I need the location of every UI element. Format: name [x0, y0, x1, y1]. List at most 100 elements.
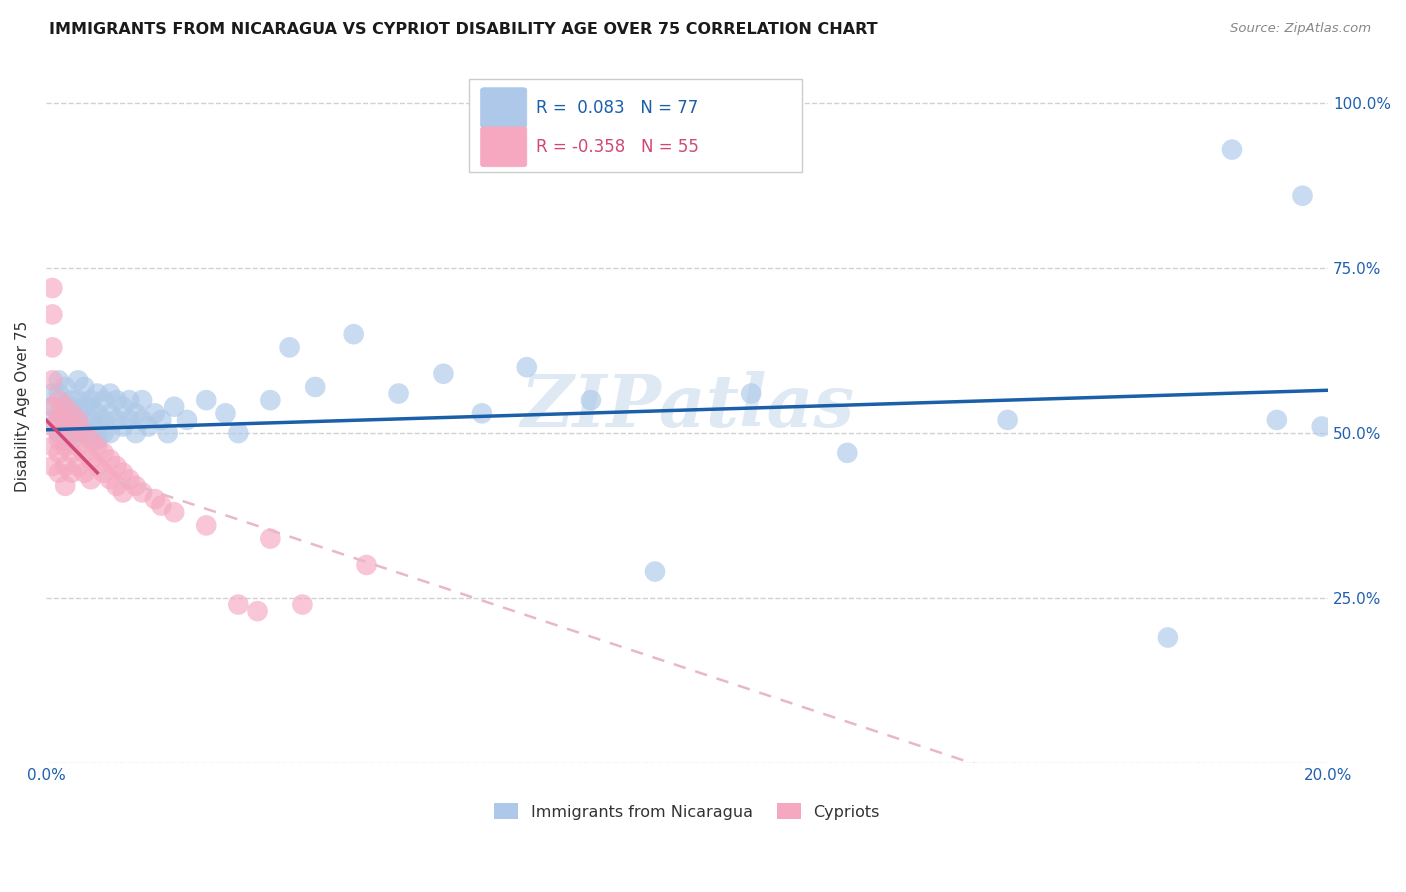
- Point: [163, 505, 186, 519]
- Point: [60, 419, 83, 434]
- Point: [93, 393, 115, 408]
- Point: [837, 446, 859, 460]
- Point: [60, 400, 83, 414]
- Point: [98, 386, 121, 401]
- Point: [53, 479, 76, 493]
- Point: [53, 400, 76, 414]
- Point: [60, 433, 83, 447]
- Point: [118, 413, 141, 427]
- Point: [48, 413, 70, 427]
- Point: [131, 413, 153, 427]
- Y-axis label: Disability Age Over 75: Disability Age Over 75: [15, 321, 30, 492]
- Point: [60, 446, 83, 460]
- Point: [118, 393, 141, 408]
- Point: [53, 439, 76, 453]
- Point: [41, 419, 63, 434]
- Point: [86, 419, 108, 434]
- Point: [53, 459, 76, 474]
- Text: IMMIGRANTS FROM NICARAGUA VS CYPRIOT DISABILITY AGE OVER 75 CORRELATION CHART: IMMIGRANTS FROM NICARAGUA VS CYPRIOT DIS…: [49, 22, 877, 37]
- Point: [53, 419, 76, 434]
- Point: [343, 327, 366, 342]
- Point: [48, 393, 70, 408]
- Point: [60, 393, 83, 408]
- Point: [1220, 143, 1243, 157]
- Point: [579, 393, 602, 408]
- Point: [93, 413, 115, 427]
- Point: [48, 426, 70, 441]
- Point: [111, 400, 134, 414]
- Point: [41, 373, 63, 387]
- Point: [226, 598, 249, 612]
- Point: [80, 426, 103, 441]
- Point: [291, 598, 314, 612]
- Point: [98, 472, 121, 486]
- Legend: Immigrants from Nicaragua, Cypriots: Immigrants from Nicaragua, Cypriots: [488, 797, 886, 826]
- Point: [1310, 419, 1333, 434]
- Point: [48, 373, 70, 387]
- Point: [41, 400, 63, 414]
- Point: [80, 393, 103, 408]
- Point: [86, 433, 108, 447]
- Point: [60, 466, 83, 480]
- Point: [98, 426, 121, 441]
- Point: [48, 413, 70, 427]
- Point: [156, 426, 179, 441]
- Point: [73, 380, 96, 394]
- Point: [66, 426, 89, 441]
- Point: [150, 499, 173, 513]
- Point: [73, 466, 96, 480]
- FancyBboxPatch shape: [481, 127, 527, 167]
- Point: [195, 393, 218, 408]
- Text: Source: ZipAtlas.com: Source: ZipAtlas.com: [1230, 22, 1371, 36]
- Point: [48, 446, 70, 460]
- Point: [48, 466, 70, 480]
- Point: [176, 413, 198, 427]
- Point: [118, 472, 141, 486]
- Point: [73, 446, 96, 460]
- Point: [86, 406, 108, 420]
- Point: [66, 459, 89, 474]
- Point: [304, 380, 326, 394]
- Point: [86, 459, 108, 474]
- Point: [66, 413, 89, 427]
- Point: [48, 386, 70, 401]
- Point: [73, 419, 96, 434]
- Point: [41, 281, 63, 295]
- Point: [48, 406, 70, 420]
- Point: [80, 413, 103, 427]
- Point: [111, 466, 134, 480]
- Point: [1265, 413, 1288, 427]
- Point: [516, 360, 538, 375]
- Point: [432, 367, 454, 381]
- Point: [997, 413, 1019, 427]
- Point: [163, 400, 186, 414]
- Point: [143, 491, 166, 506]
- Point: [259, 532, 281, 546]
- Point: [53, 433, 76, 447]
- Point: [41, 340, 63, 354]
- Point: [131, 393, 153, 408]
- Point: [73, 426, 96, 441]
- FancyBboxPatch shape: [470, 79, 803, 172]
- Point: [53, 419, 76, 434]
- Point: [111, 485, 134, 500]
- Text: ZIPatlas: ZIPatlas: [520, 371, 853, 442]
- Point: [53, 380, 76, 394]
- Point: [195, 518, 218, 533]
- Point: [93, 446, 115, 460]
- Point: [86, 439, 108, 453]
- Point: [86, 386, 108, 401]
- Point: [41, 307, 63, 321]
- Point: [66, 439, 89, 453]
- Point: [150, 413, 173, 427]
- Point: [226, 426, 249, 441]
- FancyBboxPatch shape: [481, 87, 527, 128]
- Point: [246, 604, 269, 618]
- Point: [471, 406, 494, 420]
- Point: [125, 479, 148, 493]
- Point: [66, 413, 89, 427]
- Point: [53, 413, 76, 427]
- Text: R = -0.358   N = 55: R = -0.358 N = 55: [536, 137, 699, 156]
- Point: [41, 439, 63, 453]
- Text: R =  0.083   N = 77: R = 0.083 N = 77: [536, 99, 697, 117]
